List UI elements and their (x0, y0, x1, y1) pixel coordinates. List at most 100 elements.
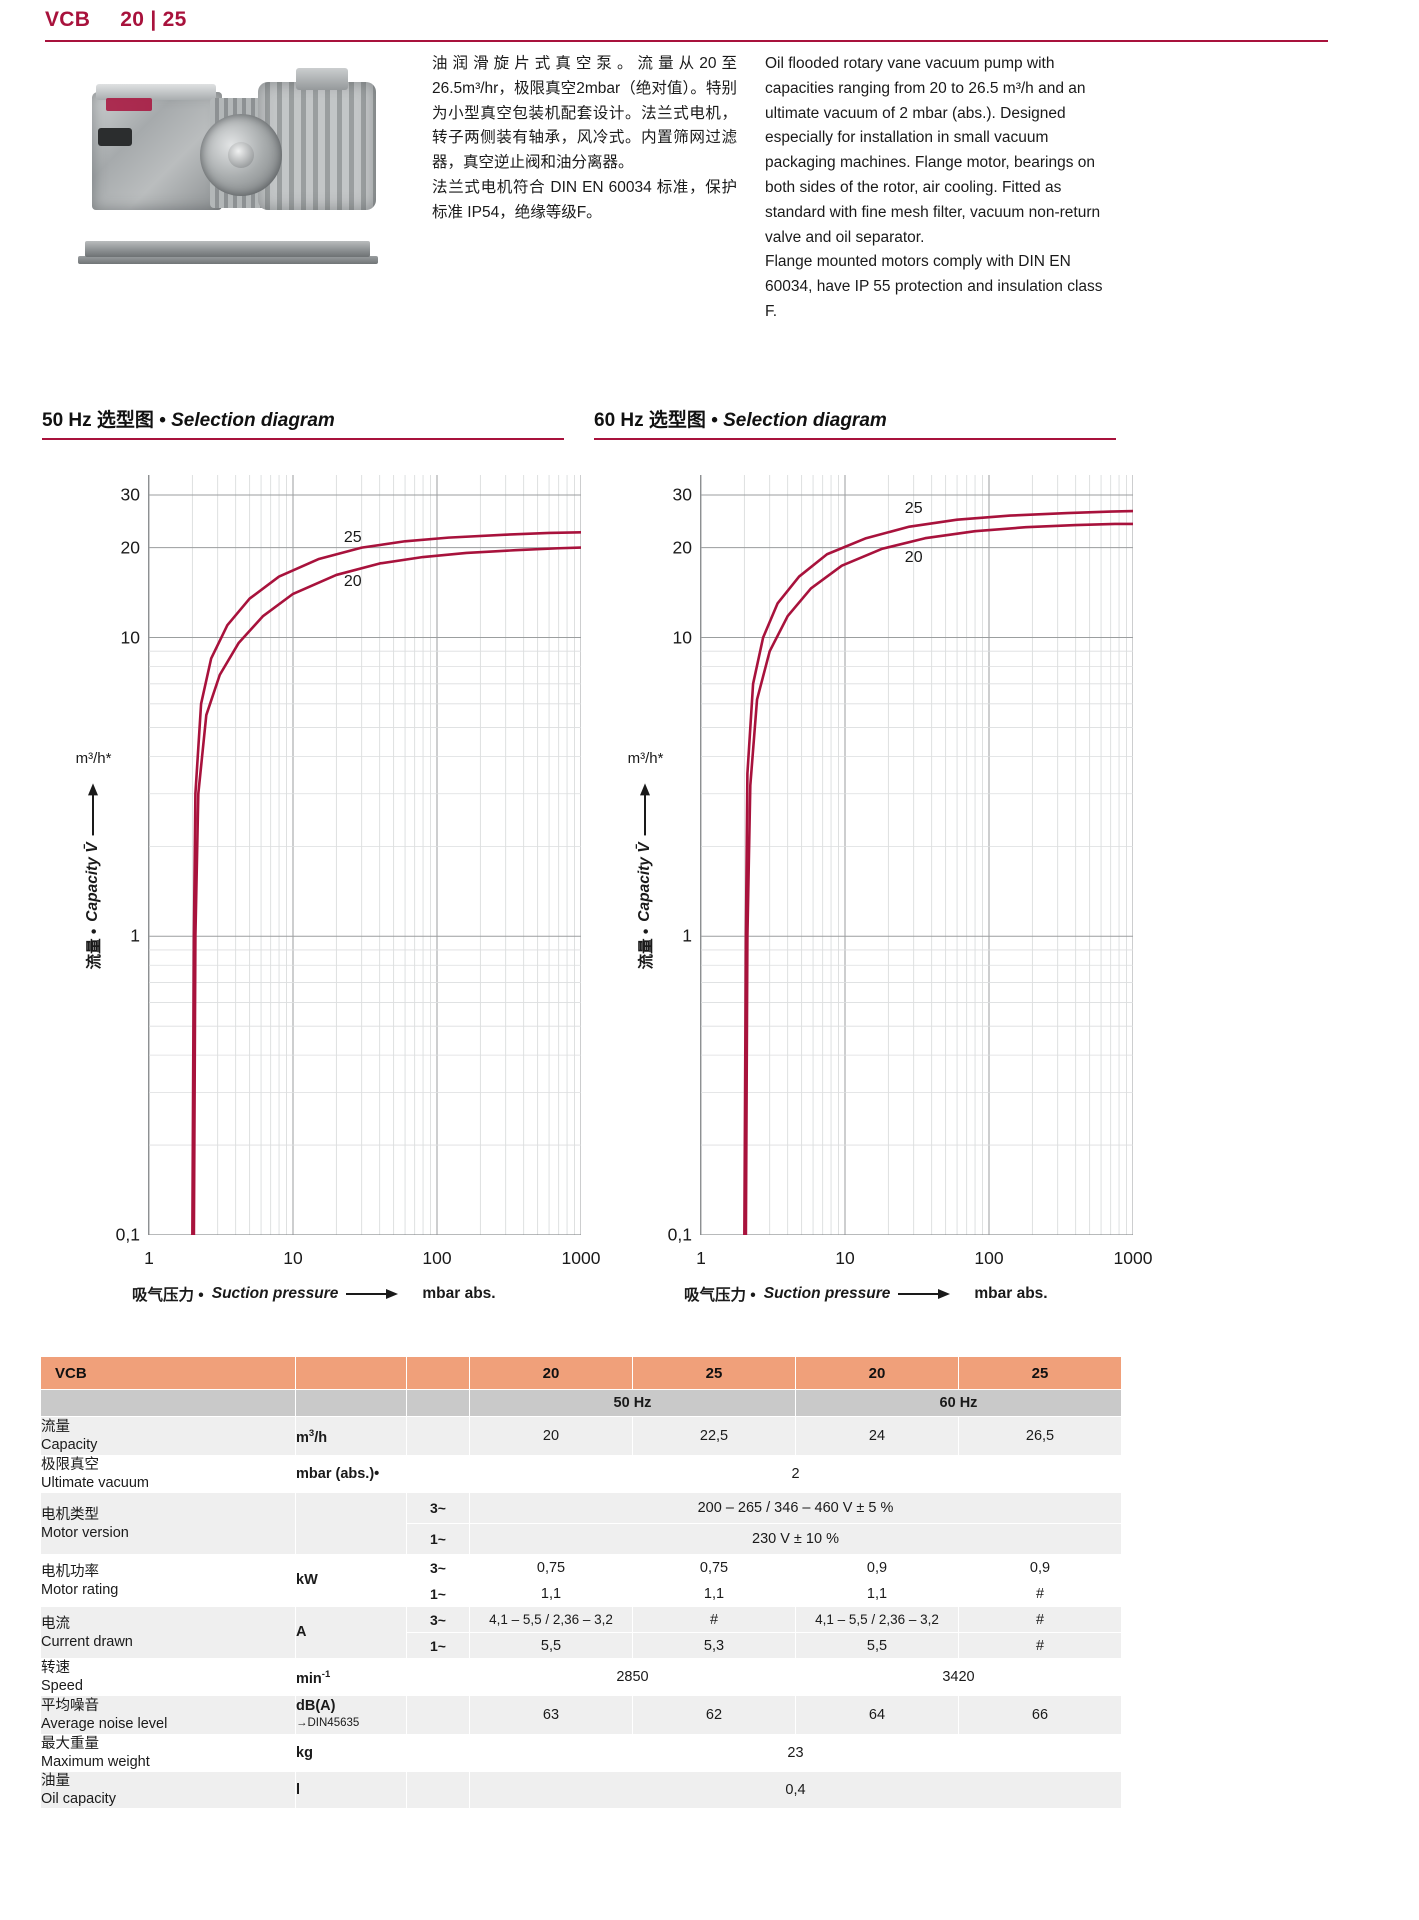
y-tick-label: 10 (672, 627, 692, 648)
description-english: Oil flooded rotary vane vacuum pump with… (765, 52, 1105, 325)
x-axis-caption-en-60hz: Suction pressure (763, 1285, 891, 1302)
x-axis-caption-cn-60hz: 吸气压力 • (684, 1287, 756, 1304)
value-cell: 66 (958, 1695, 1122, 1735)
value-cell: 4,1 – 5,5 / 2,36 – 3,2 (469, 1606, 633, 1633)
model-header-3: 25 (958, 1356, 1122, 1390)
x-tick-label: 10 (835, 1248, 855, 1268)
y-axis-title-en-50hz: Capacity V̄ (84, 842, 101, 922)
row-phase: 3~ (406, 1492, 470, 1524)
row-unit: A (295, 1606, 407, 1659)
pump-base-foot (78, 256, 378, 264)
frequency-label-1: 60 Hz (795, 1389, 1122, 1417)
row-label: 最大重量 Maximum weight (40, 1734, 296, 1772)
value-cell: 5,3 (632, 1632, 796, 1659)
y-tick-label: 1 (682, 925, 692, 946)
table-row: 油量 Oil capacity l 0,4 (40, 1771, 1122, 1809)
value-cell: 3420 (795, 1658, 1122, 1696)
chart-50hz: 流量 • Capacity V̄ m³/h* 30 20 10 1 0,1 1 10 100 1… (36, 455, 600, 1345)
table-row: 极限真空 Ultimate vacuum mbar (abs.)• 2 (40, 1455, 1122, 1493)
x-axis-caption-cn-50hz: 吸气压力 • (132, 1287, 204, 1304)
curve-20 (192, 546, 581, 1235)
chart-60hz: 流量 • Capacity V̄ m³/h* 30 20 10 1 0,1 1 10 100 1… (588, 455, 1152, 1345)
row-phase: 3~ (406, 1606, 470, 1633)
pump-base-plate (85, 241, 370, 257)
table-phase-header (406, 1356, 470, 1390)
row-label: 电机功率 Motor rating (40, 1554, 296, 1607)
freq-blank-2 (295, 1389, 407, 1417)
value-cell: 64 (795, 1695, 959, 1735)
y-axis-arrow-icon-50hz (88, 783, 98, 835)
value-cell: 24 (795, 1416, 959, 1456)
value-cell: 230 V ± 10 % (469, 1523, 1122, 1555)
table-row: 转速 Speed min-1 2850 3420 (40, 1658, 1122, 1696)
row-phase: 3~ (406, 1554, 470, 1581)
value-cell: 1,1 (795, 1580, 959, 1607)
y-tick-label: 0,1 (667, 1224, 692, 1245)
x-axis-unit-60hz: mbar abs. (974, 1285, 1048, 1302)
plot-svg (149, 475, 581, 1235)
row-phase (406, 1455, 470, 1493)
value-cell: 23 (469, 1734, 1122, 1772)
table-corner-label: VCB (40, 1356, 296, 1390)
description-english-p1: Oil flooded rotary vane vacuum pump with… (765, 55, 1101, 246)
x-tick-label: 1 (696, 1248, 706, 1268)
y-tick-label: 30 (672, 484, 692, 505)
row-label: 转速 Speed (40, 1658, 296, 1696)
section-title-60hz-en: Selection diagram (723, 410, 887, 431)
value-cell: 2850 (469, 1658, 796, 1696)
model-header-2: 20 (795, 1356, 959, 1390)
row-unit (295, 1492, 407, 1555)
y-tick-label: 1 (130, 925, 140, 946)
series-name: VCB (45, 8, 91, 31)
frequency-row: 50 Hz 60 Hz (40, 1389, 1122, 1417)
value-cell: 5,5 (795, 1632, 959, 1659)
value-cell: 1,1 (632, 1580, 796, 1607)
y-tick-label: 30 (120, 484, 140, 505)
y-tick-label: 10 (120, 627, 140, 648)
row-unit: kW (295, 1554, 407, 1607)
curve-label-20: 20 (343, 573, 362, 591)
pump-illustration (60, 62, 405, 267)
row-phase: 1~ (406, 1580, 470, 1607)
row-label: 油量 Oil capacity (40, 1771, 296, 1809)
page-header: VCB 20 | 25 (45, 8, 1328, 42)
value-cell: 26,5 (958, 1416, 1122, 1456)
plot-svg (701, 475, 1133, 1235)
table-row: 电机类型 Motor version 3~ 200 – 265 / 346 – 460… (40, 1492, 1122, 1555)
row-phase (406, 1695, 470, 1735)
x-axis-caption-50hz: 吸气压力 • Suction pressure mbar abs. (132, 1283, 602, 1305)
section-divider-60hz (594, 438, 1116, 440)
curve-label-25: 25 (343, 529, 362, 547)
table-row: 最大重量 Maximum weight kg 23 (40, 1734, 1122, 1772)
product-photo (60, 62, 405, 267)
curve-25 (191, 531, 581, 1235)
specification-table: VCB 20 25 20 25 50 Hz 60 Hz 流量 Capacity m3/h 20 22,… (40, 1356, 1122, 1809)
value-cell: 5,5 (469, 1632, 633, 1659)
value-cell: 0,75 (632, 1554, 796, 1581)
value-cell: # (632, 1606, 796, 1633)
model-header-0: 20 (469, 1356, 633, 1390)
table-header-row: VCB 20 25 20 25 (40, 1356, 1122, 1390)
curve-label-20: 20 (904, 549, 923, 567)
header-divider (45, 40, 1328, 42)
row-label: 流量 Capacity (40, 1416, 296, 1456)
description-english-p2: Flange mounted motors comply with DIN EN… (765, 253, 1103, 320)
y-axis-title-cn-50hz: 流量 • (86, 928, 103, 970)
table-unit-header (295, 1356, 407, 1390)
curve-25 (743, 509, 1133, 1235)
value-cell: 0,9 (958, 1554, 1122, 1581)
value-cell: # (958, 1606, 1122, 1633)
value-cell: 2 (469, 1455, 1122, 1493)
x-tick-label: 1000 (561, 1248, 601, 1268)
y-axis-unit-50hz: m³/h* (75, 750, 111, 767)
description-chinese-p2: 法兰式电机符合 DIN EN 60034 标准，保护标准 IP54，绝缘等级F。 (432, 178, 737, 221)
row-unit: kg (295, 1734, 407, 1772)
value-cell: 62 (632, 1695, 796, 1735)
model-header-1: 25 (632, 1356, 796, 1390)
y-axis-title-en-60hz: Capacity V̄ (636, 842, 653, 922)
value-cell: 200 – 265 / 346 – 460 V ± 5 % (469, 1492, 1122, 1524)
row-unit: l (295, 1771, 407, 1809)
table-row: 电机功率 Motor rating kW 3~ 0,75 0,75 0,9 0,9 (40, 1554, 1122, 1607)
value-cell: 63 (469, 1695, 633, 1735)
x-tick-label: 100 (974, 1248, 1004, 1268)
